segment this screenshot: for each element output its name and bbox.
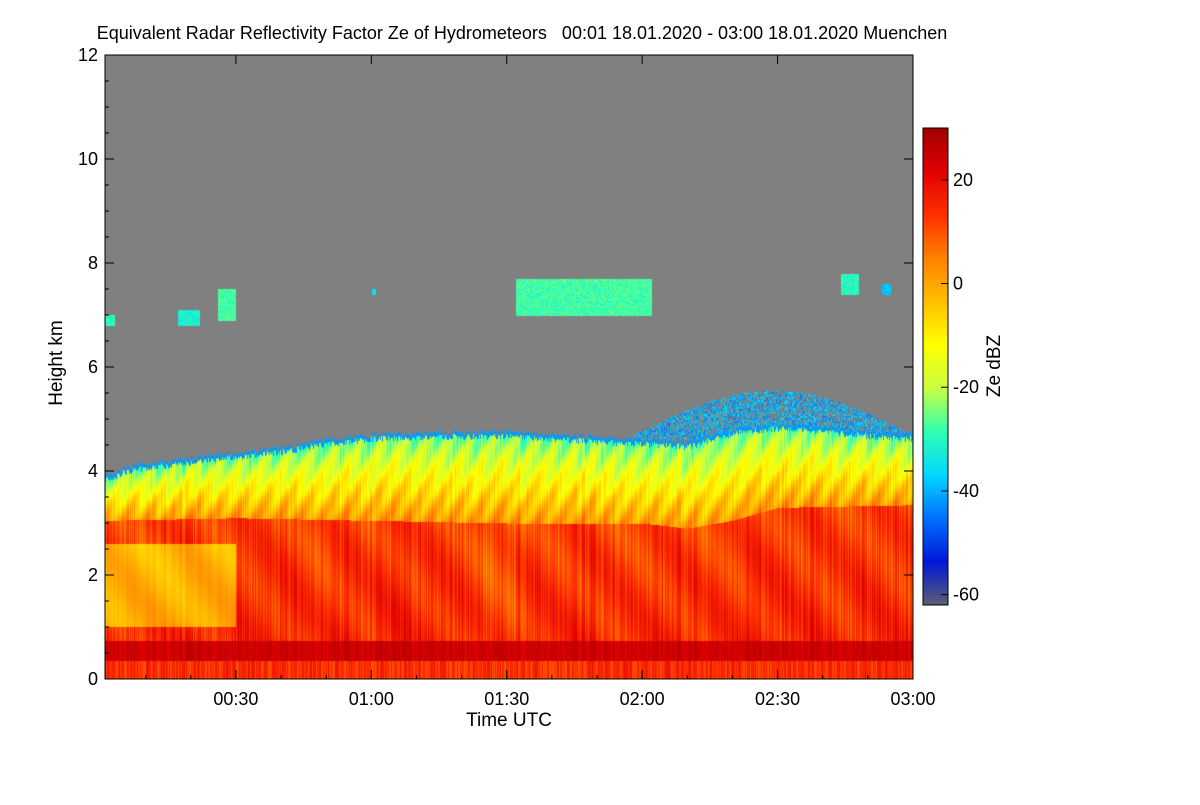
colorbar-tick-label: 20 xyxy=(953,170,973,190)
x-tick-label: 02:30 xyxy=(755,689,800,709)
y-tick-label: 10 xyxy=(78,149,98,169)
y-tick-label: 0 xyxy=(88,669,98,689)
reflectivity-heatmap xyxy=(105,55,913,679)
x-tick-label: 02:00 xyxy=(620,689,665,709)
colorbar-scale xyxy=(922,127,949,606)
y-tick-label: 6 xyxy=(88,357,98,377)
x-tick-label: 01:00 xyxy=(349,689,394,709)
y-tick-label: 2 xyxy=(88,565,98,585)
chart-title: Equivalent Radar Reflectivity Factor Ze … xyxy=(97,23,948,43)
y-axis-label: Height km xyxy=(46,320,67,406)
x-tick-label: 01:30 xyxy=(484,689,529,709)
x-axis: 00:30 01:00 01:30 02:00 02:30 03:00 xyxy=(145,55,936,709)
colorbar-ticks: 20 0 -20 -40 -60 xyxy=(941,170,979,605)
y-tick-label: 12 xyxy=(78,45,98,65)
x-tick-label: 00:30 xyxy=(213,689,258,709)
colorbar-tick-label: -40 xyxy=(953,481,979,501)
colorbar: 20 0 -20 -40 -60 Ze dBZ xyxy=(922,127,1005,606)
x-axis-label: Time UTC xyxy=(466,710,552,731)
colorbar-tick-label: -20 xyxy=(953,377,979,397)
y-tick-label: 8 xyxy=(88,253,98,273)
colorbar-tick-label: 0 xyxy=(953,274,963,294)
colorbar-label: Ze dBZ xyxy=(984,334,1005,397)
x-tick-label: 03:00 xyxy=(890,689,935,709)
colorbar-tick-label: -60 xyxy=(953,585,979,605)
plot-area: 00:30 01:00 01:30 02:00 02:30 03:00 0 2 4 6 8 10 12 xyxy=(78,45,936,709)
y-tick-label: 4 xyxy=(88,461,98,481)
y-axis: 0 2 4 6 8 10 12 xyxy=(78,45,913,689)
